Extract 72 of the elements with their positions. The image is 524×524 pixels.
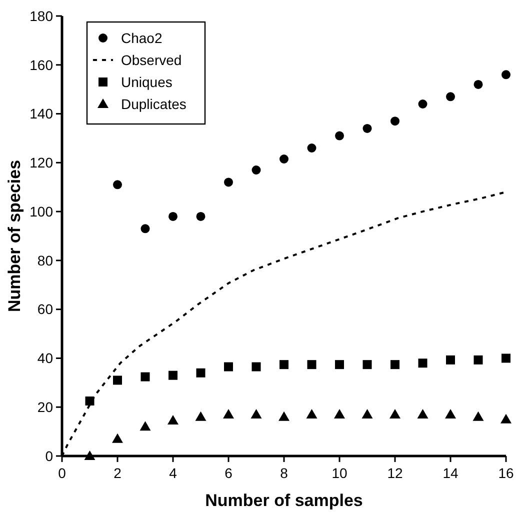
point <box>168 415 178 425</box>
y-tick-label: 0 <box>45 448 54 464</box>
point <box>196 212 206 221</box>
point <box>446 355 455 364</box>
point <box>280 360 288 370</box>
point <box>445 408 456 418</box>
point <box>196 368 206 378</box>
point <box>362 124 372 133</box>
point <box>168 370 178 380</box>
y-axis-title: Number of species <box>5 160 24 312</box>
point <box>307 144 316 152</box>
point <box>418 100 428 108</box>
point <box>418 358 428 368</box>
point <box>224 362 233 372</box>
point <box>112 433 123 443</box>
point <box>474 80 483 89</box>
point <box>474 355 483 364</box>
y-tick-label: 60 <box>37 301 54 318</box>
x-tick-label: 4 <box>169 465 178 481</box>
x-tick-label: 16 <box>498 465 514 481</box>
point <box>390 360 400 370</box>
point <box>250 408 262 418</box>
point <box>472 411 484 421</box>
x-tick-label: 10 <box>332 465 348 481</box>
y-tick-label: 20 <box>37 399 54 416</box>
point <box>390 116 400 126</box>
x-axis-title: Number of samples <box>205 491 363 510</box>
point <box>446 92 455 102</box>
point <box>85 396 94 406</box>
legend-label: Chao2 <box>121 30 162 46</box>
x-tick-label: 8 <box>280 465 288 481</box>
point <box>280 154 288 164</box>
legend-label: Uniques <box>121 74 172 90</box>
point <box>168 212 178 221</box>
point <box>224 178 233 187</box>
point <box>417 408 428 418</box>
y-tick-label: 80 <box>37 252 54 268</box>
y-tick-label: 100 <box>30 203 54 220</box>
point <box>195 411 206 421</box>
x-tick-label: 14 <box>442 465 458 481</box>
point <box>335 360 344 370</box>
point <box>113 180 122 190</box>
point <box>84 450 96 460</box>
x-tick-label: 12 <box>387 465 403 481</box>
point <box>502 354 510 363</box>
point <box>502 70 510 80</box>
point <box>307 360 316 370</box>
point <box>113 376 122 385</box>
legend-label: Observed <box>121 52 182 68</box>
x-tick-label: 0 <box>58 465 66 481</box>
point <box>334 408 345 418</box>
point <box>140 224 150 234</box>
point <box>278 411 290 421</box>
point <box>140 372 150 382</box>
point <box>500 414 512 424</box>
y-tick-label: 140 <box>30 106 54 122</box>
y-tick-label: 180 <box>30 8 54 24</box>
x-tick-label: 2 <box>114 465 122 481</box>
point <box>306 408 318 418</box>
point <box>362 360 372 370</box>
point <box>390 408 400 418</box>
point <box>335 131 344 140</box>
point <box>252 166 261 174</box>
legend-label: Duplicates <box>121 96 186 112</box>
y-tick-label: 160 <box>30 56 54 73</box>
y-tick-label: 40 <box>37 350 54 366</box>
point <box>223 408 234 418</box>
x-tick-label: 6 <box>224 465 233 481</box>
y-tick-label: 120 <box>30 154 54 171</box>
point <box>252 362 261 372</box>
point <box>140 421 151 431</box>
point <box>362 408 373 418</box>
